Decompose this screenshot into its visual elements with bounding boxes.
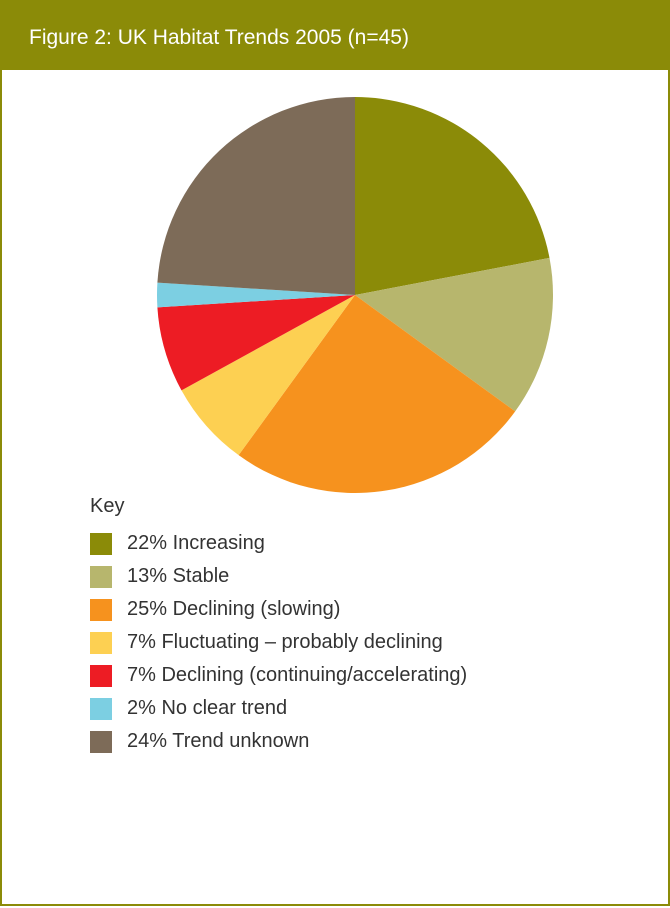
legend-label-5: 2% No clear trend bbox=[127, 697, 288, 719]
legend-swatch-4 bbox=[90, 665, 112, 687]
legend-label-3: 7% Fluctuating – probably declining bbox=[127, 631, 443, 653]
legend-label-1: 13% Stable bbox=[127, 565, 230, 587]
pie-slice-1 bbox=[355, 257, 553, 412]
legend-swatch-5 bbox=[90, 698, 112, 720]
legend-label-2: 25% Declining (slowing) bbox=[127, 598, 341, 620]
pie-slice-2 bbox=[238, 295, 516, 493]
figure-header: Figure 2: UK Habitat Trends 2005 (n=45) bbox=[0, 0, 670, 70]
legend-swatch-6 bbox=[90, 731, 112, 753]
pie-slice-4 bbox=[157, 295, 355, 391]
pie-slice-0 bbox=[355, 97, 550, 295]
figure-title: Figure 2: UK Habitat Trends 2005 (n=45) bbox=[29, 26, 409, 49]
legend-swatch-2 bbox=[90, 599, 112, 621]
legend-swatch-3 bbox=[90, 632, 112, 654]
pie-chart bbox=[150, 90, 560, 500]
pie-slice-3 bbox=[181, 295, 355, 456]
legend-label-4: 7% Declining (continuing/accelerating) bbox=[127, 664, 468, 686]
pie-chart-svg bbox=[157, 97, 553, 493]
legend-swatch-1 bbox=[90, 566, 112, 588]
legend-label-0: 22% Increasing bbox=[127, 532, 265, 554]
legend-title: Key bbox=[90, 495, 125, 517]
legend-swatch-0 bbox=[90, 533, 112, 555]
pie-slice-6 bbox=[157, 97, 355, 295]
legend-label-6: 24% Trend unknown bbox=[127, 730, 310, 752]
pie-slice-5 bbox=[157, 282, 355, 308]
